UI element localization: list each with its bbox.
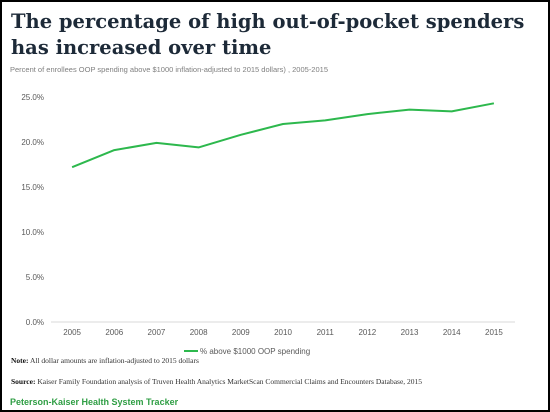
series-line	[71, 102, 495, 169]
x-tick-label: 2015	[485, 328, 503, 337]
y-tick-label: 10.0%	[21, 228, 44, 237]
note-text: All dollar amounts are inflation-adjuste…	[28, 356, 199, 365]
page-title: The percentage of high out-of-pocket spe…	[11, 10, 525, 59]
series-group	[71, 102, 495, 169]
x-tick-label: 2005	[63, 328, 81, 337]
x-tick-label: 2012	[358, 328, 376, 337]
source-label: Source:	[11, 377, 36, 386]
x-tick-label: 2014	[443, 328, 461, 337]
x-tick-label: 2007	[148, 328, 166, 337]
y-tick-label: 5.0%	[26, 273, 44, 282]
brand-logo-text: Peterson-Kaiser Health System Tracker	[10, 397, 179, 407]
legend: % above $1000 OOP spending	[184, 347, 310, 356]
x-tick-label: 2013	[401, 328, 419, 337]
x-tick-label: 2011	[317, 328, 335, 337]
y-axis: 0.0% 5.0% 10.0% 15.0% 20.0% 25.0%	[21, 93, 44, 327]
y-tick-label: 20.0%	[21, 138, 44, 147]
source-text: Kaiser Family Foundation analysis of Tru…	[35, 377, 423, 386]
x-tick-label: 2008	[190, 328, 208, 337]
footnote: Note: All dollar amounts are inflation-a…	[11, 356, 541, 365]
x-axis: 2005 2006 2007 2008 2009 2010 2011 2012 2013 2014…	[63, 328, 503, 337]
y-tick-label: 25.0%	[21, 93, 44, 102]
x-tick-label: 2009	[232, 328, 250, 337]
legend-label: % above $1000 OOP spending	[200, 347, 310, 356]
source-line: Source: Kaiser Family Foundation analysi…	[11, 377, 546, 386]
x-tick-label: 2006	[105, 328, 123, 337]
chart-subtitle: Percent of enrollees OOP spending above …	[10, 65, 328, 74]
note-label: Note:	[11, 356, 29, 365]
line-chart: 0.0%5.0%10.0%15.0%20.0%25.0% 2005 2006 200…	[21, 93, 515, 356]
y-tick-label: 15.0%	[21, 183, 44, 192]
x-tick-label: 2010	[274, 328, 292, 337]
y-tick-label: 0.0%	[26, 318, 44, 327]
